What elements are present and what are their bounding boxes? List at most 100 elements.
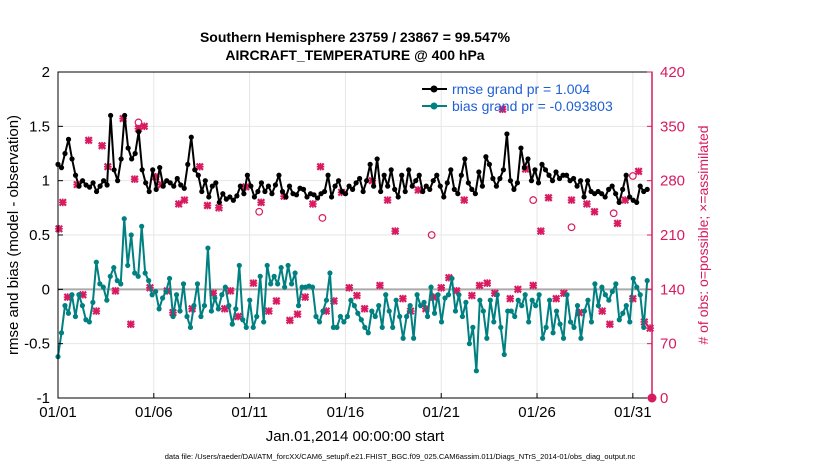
obs-assimilated-marker <box>375 281 384 290</box>
obs-assimilated-marker <box>582 199 591 208</box>
bias-point <box>212 295 218 301</box>
bias-point <box>236 262 242 269</box>
rmse-point <box>213 180 219 186</box>
y-left-tick-label: 0.5 <box>29 227 50 244</box>
rmse-point <box>584 178 591 184</box>
rmse-point <box>171 183 177 189</box>
bias-point <box>118 281 124 287</box>
y-right-tick-label: 210 <box>660 227 685 244</box>
bias-point <box>588 319 595 325</box>
bias-point <box>431 310 438 316</box>
obs-assimilated-marker <box>634 167 643 176</box>
rmse-point <box>504 131 510 137</box>
obs-assimilated-marker <box>257 198 266 207</box>
obs-possible-marker <box>628 172 637 180</box>
bias-point <box>72 313 79 320</box>
bias-point <box>606 297 612 303</box>
rmse-point <box>574 183 580 189</box>
rmse-point <box>132 150 138 157</box>
obs-assimilated-marker <box>54 224 63 233</box>
bias-point <box>271 273 277 279</box>
rmse-point <box>157 165 163 171</box>
obs-assimilated-marker <box>613 219 622 228</box>
bias-point <box>609 288 615 295</box>
x-tick-label: 01/16 <box>327 404 365 421</box>
bias-point <box>592 281 598 287</box>
bias-point <box>407 303 413 309</box>
obs-assimilated-marker <box>391 227 400 236</box>
obs-possible-marker <box>529 196 538 204</box>
obs-assimilated-marker <box>195 162 204 171</box>
bias-point <box>104 297 110 303</box>
bias-point <box>560 335 567 341</box>
rmse-point <box>332 183 338 189</box>
footer-data-file: data file: /Users/raeder/DAI/ATM_forcXX/… <box>165 452 636 461</box>
bias-point <box>292 270 298 276</box>
rmse-point <box>539 161 545 167</box>
obs-assimilated-marker <box>605 320 614 329</box>
obs-assimilated-marker <box>78 290 87 299</box>
bias-point <box>449 275 455 282</box>
chart-title-line2: AIRCRAFT_TEMPERATURE @ 400 hPa <box>225 47 484 63</box>
bias-point <box>477 297 483 303</box>
obs-assimilated-marker <box>437 283 446 292</box>
bias-point <box>386 308 392 314</box>
grid-lines <box>57 71 652 399</box>
rmse-point <box>234 193 240 199</box>
rmse-point <box>392 186 398 192</box>
y-right-tick-label: 140 <box>660 281 685 298</box>
rmse-point <box>188 134 194 140</box>
bias-point <box>567 319 574 325</box>
obs-assimilated-marker <box>140 122 149 131</box>
bias-point <box>616 317 622 323</box>
y-right-ticks: 0 70 140 210 280 350 420 <box>647 64 685 407</box>
y-right-tick-label: 70 <box>660 336 677 353</box>
rmse-point <box>185 161 191 167</box>
bias-point <box>309 284 316 290</box>
bias-point <box>254 313 260 320</box>
bias-point <box>519 303 525 309</box>
bias-point <box>515 297 521 303</box>
obs-assimilated-marker <box>180 196 189 205</box>
rmse-point <box>444 180 450 186</box>
obs-assimilated-marker <box>460 196 469 205</box>
rmse-point <box>146 188 152 195</box>
bias-point <box>411 335 417 341</box>
rmse-point <box>616 199 622 205</box>
bias-line <box>57 217 649 372</box>
y-axis-right-label: # of obs: o=possible; ×=assimilated <box>695 125 711 344</box>
obs-assimilated-marker <box>234 312 243 321</box>
bias-point <box>226 303 232 309</box>
bias-point <box>285 262 291 269</box>
rmse-point <box>378 188 384 195</box>
rmse-point <box>402 188 408 195</box>
rmse-point <box>644 186 650 192</box>
rmse-point <box>364 178 370 184</box>
obs-assimilated-marker <box>84 136 93 145</box>
obs-assimilated-marker <box>352 291 361 300</box>
y-left-tick-label: 2 <box>42 64 50 81</box>
bias-point <box>421 299 427 305</box>
rmse-point <box>86 184 93 190</box>
bias-point <box>275 281 281 287</box>
legend-bias-marker <box>430 102 438 110</box>
obs-assimilated-marker <box>272 296 281 305</box>
rmse-point <box>599 191 605 197</box>
rmse-point <box>451 186 457 192</box>
rmse-point <box>209 183 215 189</box>
obs-possible-marker <box>255 207 264 216</box>
rmse-point <box>399 172 405 178</box>
bias-point <box>512 313 518 320</box>
bias-point <box>135 273 141 279</box>
rmse-point <box>577 178 584 184</box>
bias-point <box>268 281 274 287</box>
obs-possible-marker <box>427 231 436 239</box>
rmse-point <box>434 172 440 178</box>
rmse-point <box>360 188 366 195</box>
rmse-point <box>525 156 531 162</box>
rmse-point <box>458 172 464 178</box>
rmse-point <box>521 165 528 171</box>
bias-point <box>501 351 507 358</box>
rmse-point <box>350 186 356 192</box>
rmse-point <box>395 194 401 200</box>
